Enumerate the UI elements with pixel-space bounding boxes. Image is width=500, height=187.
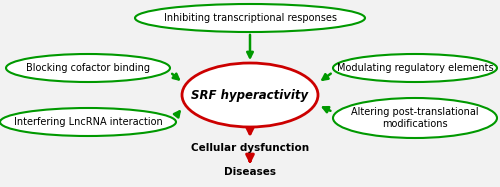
Ellipse shape — [0, 108, 176, 136]
Text: Modulating regulatory elements: Modulating regulatory elements — [336, 63, 494, 73]
Text: Diseases: Diseases — [224, 167, 276, 177]
Text: Interfering LncRNA interaction: Interfering LncRNA interaction — [14, 117, 162, 127]
Ellipse shape — [333, 98, 497, 138]
Ellipse shape — [6, 54, 170, 82]
Text: Cellular dysfunction: Cellular dysfunction — [191, 143, 309, 153]
Ellipse shape — [333, 54, 497, 82]
Text: SRF hyperactivity: SRF hyperactivity — [192, 88, 308, 102]
Ellipse shape — [135, 4, 365, 32]
Text: Blocking cofactor binding: Blocking cofactor binding — [26, 63, 150, 73]
Text: Altering post-translational
modifications: Altering post-translational modification… — [351, 107, 479, 129]
Text: Inhibiting transcriptional responses: Inhibiting transcriptional responses — [164, 13, 336, 23]
Ellipse shape — [182, 63, 318, 127]
